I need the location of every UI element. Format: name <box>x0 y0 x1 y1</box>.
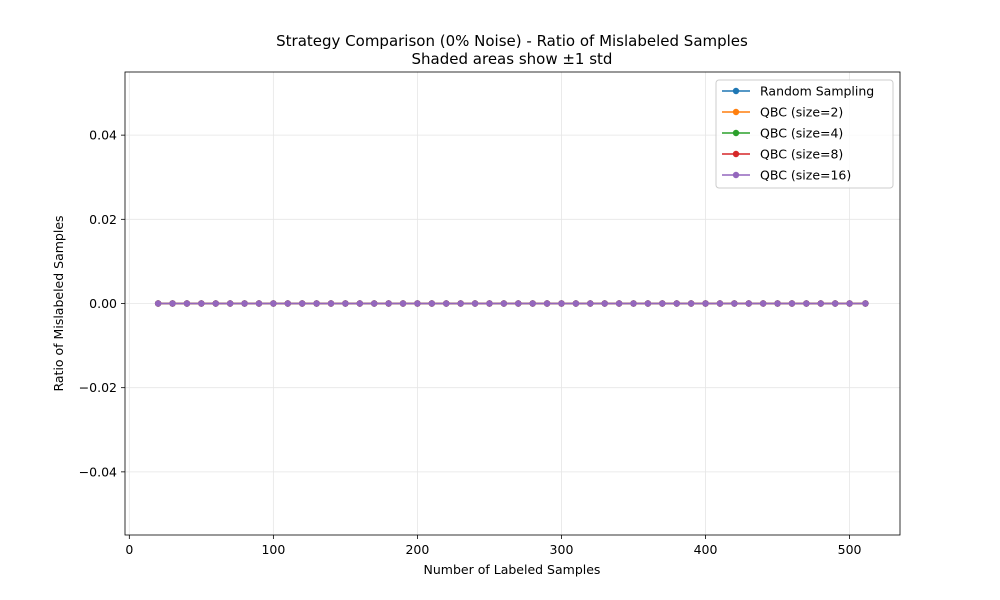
legend-marker <box>732 150 740 158</box>
y-axis-label: Ratio of Mislabeled Samples <box>51 215 66 391</box>
legend-label: QBC (size=16) <box>760 168 851 183</box>
data-point <box>673 300 680 307</box>
data-point <box>774 300 781 307</box>
y-tick-label: −0.04 <box>79 464 117 479</box>
x-tick-label: 400 <box>694 542 718 557</box>
data-point <box>659 300 666 307</box>
legend-marker <box>732 87 740 95</box>
data-point <box>385 300 392 307</box>
data-point <box>414 300 421 307</box>
data-point <box>601 300 608 307</box>
data-point <box>457 300 464 307</box>
x-tick-label: 500 <box>838 542 862 557</box>
data-point <box>428 300 436 307</box>
data-point <box>443 300 450 307</box>
x-tick-label: 200 <box>405 542 429 557</box>
data-point <box>298 300 306 307</box>
data-point <box>788 300 796 307</box>
x-tick-label: 300 <box>550 542 574 557</box>
data-point <box>745 300 752 307</box>
data-point <box>486 300 493 307</box>
legend-marker <box>732 171 740 179</box>
data-point <box>284 300 291 307</box>
data-point <box>862 300 869 307</box>
x-tick-label: 0 <box>125 542 133 557</box>
data-point <box>270 300 277 307</box>
legend-marker <box>732 108 740 116</box>
data-point <box>471 300 479 307</box>
legend-label: QBC (size=4) <box>760 126 843 141</box>
chart-subtitle: Shaded areas show ±1 std <box>412 50 613 68</box>
data-point <box>327 300 335 307</box>
data-point <box>183 300 191 307</box>
data-point <box>644 300 652 307</box>
y-tick-label: 0.02 <box>89 212 117 227</box>
data-point <box>716 300 724 307</box>
data-point <box>558 300 565 307</box>
data-point <box>515 300 522 307</box>
data-point <box>587 300 594 307</box>
plot-data <box>154 300 869 307</box>
data-point <box>817 300 824 307</box>
data-point <box>615 300 623 307</box>
y-tick-label: 0.00 <box>89 296 117 311</box>
legend-box <box>715 79 894 189</box>
data-point <box>759 300 767 307</box>
x-axis-label: Number of Labeled Samples <box>424 562 601 577</box>
data-point <box>731 300 738 307</box>
data-point <box>687 300 695 307</box>
legend-label: QBC (size=8) <box>760 147 843 162</box>
y-tick-label: −0.02 <box>79 380 117 395</box>
legend-marker <box>732 129 740 137</box>
legend-label: QBC (size=2) <box>760 105 843 120</box>
data-point <box>543 300 551 307</box>
data-point <box>212 300 219 307</box>
legend-label: Random Sampling <box>760 84 874 99</box>
data-point <box>846 300 853 307</box>
data-point <box>255 300 263 307</box>
data-point <box>226 300 234 307</box>
data-point <box>241 300 248 307</box>
data-point <box>803 300 810 307</box>
axis-ticks: 0 100 200 300 400 500 −0.04 −0.02 0.00 0.02 0.04 <box>79 128 862 557</box>
data-point <box>702 300 709 307</box>
data-point <box>630 300 637 307</box>
data-point <box>313 300 320 307</box>
data-point <box>342 300 349 307</box>
data-point <box>154 300 162 307</box>
data-point <box>572 300 580 307</box>
data-point <box>371 300 378 307</box>
data-point <box>529 300 536 307</box>
data-point <box>356 300 364 307</box>
x-tick-label: 100 <box>261 542 285 557</box>
data-point <box>500 300 508 307</box>
data-point <box>169 300 176 307</box>
legend: Random Sampling QBC (size=2) QBC (size=4) Q… <box>715 79 894 189</box>
data-point <box>831 300 839 307</box>
chart-title: Strategy Comparison (0% Noise) - Ratio o… <box>276 32 748 50</box>
data-point <box>198 300 205 307</box>
data-point <box>399 300 407 307</box>
y-tick-label: 0.04 <box>89 128 117 143</box>
